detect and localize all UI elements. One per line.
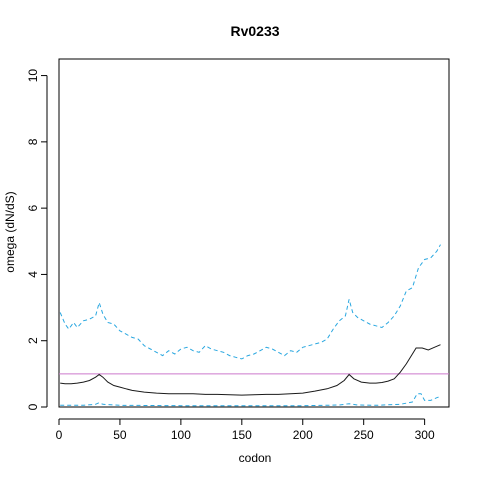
y-axis: 0 2 4 6 8 10	[26, 69, 48, 410]
y-tick-label: 4	[26, 271, 40, 278]
plot-area	[58, 58, 450, 408]
y-tick-label: 10	[26, 69, 40, 83]
x-tick-label: 150	[232, 428, 252, 442]
x-tick-label: 300	[415, 428, 435, 442]
x-tick-label: 50	[113, 428, 127, 442]
chart-title: Rv0233	[230, 23, 279, 39]
y-tick-label: 8	[26, 138, 40, 145]
x-tick-label: 200	[293, 428, 313, 442]
series-line-3	[60, 393, 441, 407]
plot-frame	[58, 58, 450, 408]
y-tick-label: 2	[26, 337, 40, 344]
y-tick-label: 0	[26, 403, 40, 410]
y-tick-label: 6	[26, 204, 40, 211]
x-tick-label: 250	[354, 428, 374, 442]
x-axis: 0 50 100 150 200 250 300	[56, 418, 435, 442]
series-line-1	[59, 244, 441, 360]
x-axis-label: codon	[239, 451, 272, 465]
series-line-2	[60, 344, 441, 396]
x-tick-label: 0	[56, 428, 63, 442]
x-tick-label: 100	[171, 428, 191, 442]
y-axis-label: omega (dN/dS)	[3, 191, 17, 272]
